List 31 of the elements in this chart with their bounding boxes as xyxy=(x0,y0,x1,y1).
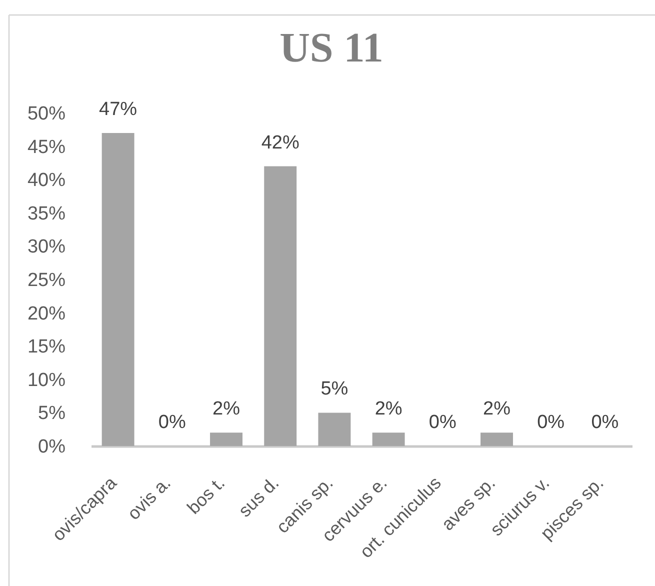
data-label: 5% xyxy=(320,378,348,400)
data-label: 2% xyxy=(212,398,240,420)
y-tick-label: 15% xyxy=(27,336,66,358)
y-tick-label: 35% xyxy=(27,203,66,224)
x-tick-label: sus d. xyxy=(234,472,283,521)
bar xyxy=(102,132,134,446)
y-tick-label: 5% xyxy=(38,403,66,424)
bar xyxy=(480,432,513,446)
data-label: 47% xyxy=(99,98,138,120)
data-label: 2% xyxy=(483,398,511,420)
y-tick-label: 45% xyxy=(27,136,66,158)
bar xyxy=(318,412,351,446)
y-tick-label: 50% xyxy=(27,104,66,124)
y-tick-label: 20% xyxy=(27,303,66,324)
bar xyxy=(264,166,297,446)
data-label: 0% xyxy=(158,412,186,433)
y-tick-label: 10% xyxy=(27,370,66,391)
data-label: 0% xyxy=(537,412,565,433)
x-tick-label: bos t. xyxy=(183,472,229,518)
bar xyxy=(210,432,242,446)
y-tick-label: 30% xyxy=(27,236,66,258)
data-label: 2% xyxy=(374,398,402,420)
chart-title: US 11 xyxy=(280,25,384,72)
data-label: 0% xyxy=(591,412,619,433)
data-label: 0% xyxy=(428,412,456,433)
data-label: 42% xyxy=(261,132,300,154)
bar xyxy=(372,432,405,446)
x-tick-label: ovis a. xyxy=(124,472,175,524)
y-tick-label: 0% xyxy=(38,436,66,458)
y-tick-label: 40% xyxy=(27,170,66,192)
y-tick-label: 25% xyxy=(27,270,66,291)
